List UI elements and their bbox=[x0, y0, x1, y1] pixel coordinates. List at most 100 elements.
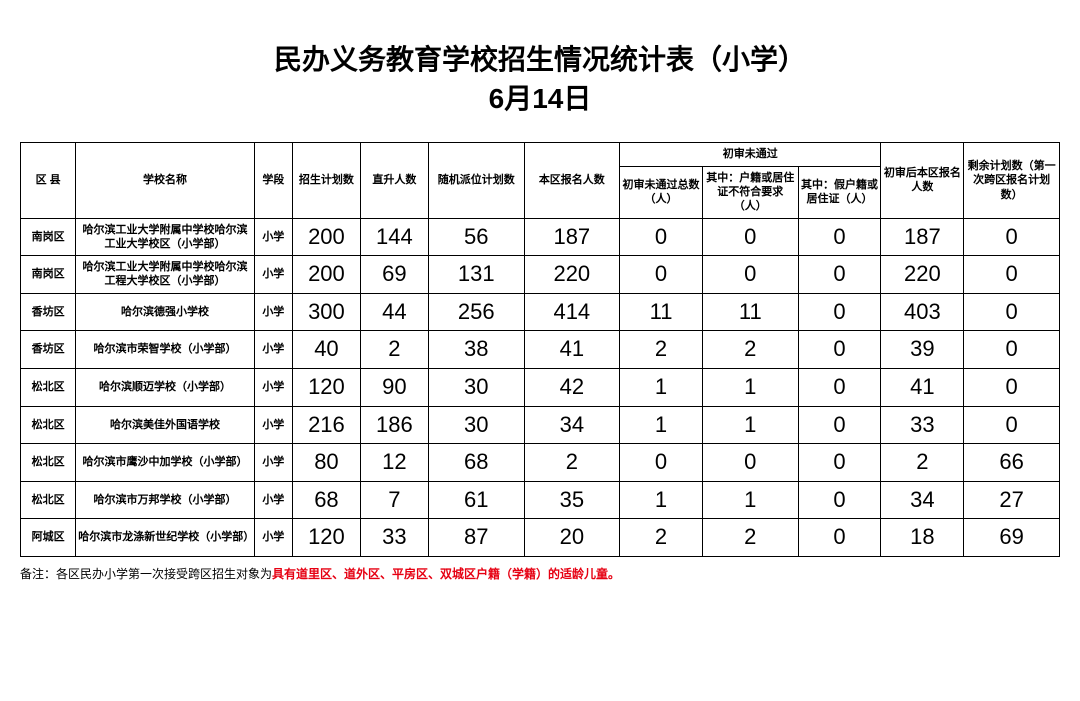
cell-direct: 12 bbox=[360, 444, 428, 482]
cell-plan: 216 bbox=[292, 406, 360, 444]
title-line1: 民办义务教育学校招生情况统计表（小学） bbox=[20, 40, 1060, 79]
cell-fail_total: 1 bbox=[620, 406, 703, 444]
page-title: 民办义务教育学校招生情况统计表（小学） 6月14日 bbox=[20, 40, 1060, 118]
cell-stage: 小学 bbox=[254, 331, 292, 369]
cell-fail_total: 0 bbox=[620, 444, 703, 482]
header-row-1: 区 县 学校名称 学段 招生计划数 直升人数 随机派位计划数 本区报名人数 初审… bbox=[21, 143, 1060, 166]
cell-plan: 120 bbox=[292, 519, 360, 557]
th-fail-total: 初审未通过总数（人） bbox=[620, 166, 703, 218]
cell-direct: 7 bbox=[360, 481, 428, 519]
cell-direct: 44 bbox=[360, 293, 428, 331]
cell-fail_fake: 0 bbox=[798, 256, 881, 294]
cell-fail_fake: 0 bbox=[798, 481, 881, 519]
cell-school: 哈尔滨市万邦学校（小学部） bbox=[76, 481, 254, 519]
th-random: 随机派位计划数 bbox=[428, 143, 524, 218]
th-local: 本区报名人数 bbox=[524, 143, 620, 218]
th-after: 初审后本区报名人数 bbox=[881, 143, 964, 218]
cell-remain: 0 bbox=[964, 368, 1060, 406]
table-container: 区 县 学校名称 学段 招生计划数 直升人数 随机派位计划数 本区报名人数 初审… bbox=[20, 142, 1060, 557]
cell-after: 39 bbox=[881, 331, 964, 369]
table-row: 南岗区哈尔滨工业大学附属中学校哈尔滨工程大学校区（小学部）小学200691312… bbox=[21, 256, 1060, 294]
table-row: 阿城区哈尔滨市龙涤新世纪学校（小学部）小学1203387202201869 bbox=[21, 519, 1060, 557]
th-fail-hukou: 其中：户籍或居住证不符合要求（人） bbox=[702, 166, 798, 218]
table-row: 香坊区哈尔滨德强小学校小学30044256414111104030 bbox=[21, 293, 1060, 331]
cell-district: 松北区 bbox=[21, 368, 76, 406]
cell-local: 2 bbox=[524, 444, 620, 482]
cell-stage: 小学 bbox=[254, 218, 292, 256]
cell-fail_total: 2 bbox=[620, 519, 703, 557]
cell-stage: 小学 bbox=[254, 444, 292, 482]
cell-after: 18 bbox=[881, 519, 964, 557]
cell-local: 42 bbox=[524, 368, 620, 406]
cell-random: 30 bbox=[428, 368, 524, 406]
cell-local: 41 bbox=[524, 331, 620, 369]
cell-after: 187 bbox=[881, 218, 964, 256]
cell-direct: 144 bbox=[360, 218, 428, 256]
cell-district: 香坊区 bbox=[21, 331, 76, 369]
cell-fail_hukou: 11 bbox=[702, 293, 798, 331]
cell-school: 哈尔滨市龙涤新世纪学校（小学部） bbox=[76, 519, 254, 557]
cell-district: 香坊区 bbox=[21, 293, 76, 331]
footnote: 备注：各区民办小学第一次接受跨区招生对象为具有道里区、道外区、平房区、双城区户籍… bbox=[20, 565, 1060, 582]
cell-remain: 66 bbox=[964, 444, 1060, 482]
th-fail-fake: 其中：假户籍或居住证（人） bbox=[798, 166, 881, 218]
cell-random: 131 bbox=[428, 256, 524, 294]
enrollment-table: 区 县 学校名称 学段 招生计划数 直升人数 随机派位计划数 本区报名人数 初审… bbox=[20, 142, 1060, 557]
cell-fail_hukou: 0 bbox=[702, 444, 798, 482]
cell-stage: 小学 bbox=[254, 368, 292, 406]
cell-direct: 33 bbox=[360, 519, 428, 557]
cell-remain: 27 bbox=[964, 481, 1060, 519]
cell-stage: 小学 bbox=[254, 519, 292, 557]
cell-stage: 小学 bbox=[254, 481, 292, 519]
table-row: 松北区哈尔滨美佳外国语学校小学2161863034110330 bbox=[21, 406, 1060, 444]
cell-fail_hukou: 1 bbox=[702, 481, 798, 519]
cell-random: 56 bbox=[428, 218, 524, 256]
cell-school: 哈尔滨顺迈学校（小学部） bbox=[76, 368, 254, 406]
cell-school: 哈尔滨市鹰沙中加学校（小学部） bbox=[76, 444, 254, 482]
th-fail-group: 初审未通过 bbox=[620, 143, 881, 166]
cell-remain: 0 bbox=[964, 331, 1060, 369]
cell-fail_hukou: 1 bbox=[702, 368, 798, 406]
th-plan: 招生计划数 bbox=[292, 143, 360, 218]
cell-remain: 0 bbox=[964, 256, 1060, 294]
cell-fail_hukou: 2 bbox=[702, 519, 798, 557]
cell-school: 哈尔滨德强小学校 bbox=[76, 293, 254, 331]
cell-plan: 300 bbox=[292, 293, 360, 331]
th-direct: 直升人数 bbox=[360, 143, 428, 218]
cell-plan: 80 bbox=[292, 444, 360, 482]
cell-fail_hukou: 2 bbox=[702, 331, 798, 369]
table-row: 松北区哈尔滨市万邦学校（小学部）小学68761351103427 bbox=[21, 481, 1060, 519]
cell-fail_fake: 0 bbox=[798, 293, 881, 331]
footnote-prefix: 备注：各区民办小学第一次接受跨区招生对象为 bbox=[20, 567, 272, 581]
cell-fail_fake: 0 bbox=[798, 406, 881, 444]
cell-fail_hukou: 0 bbox=[702, 256, 798, 294]
cell-local: 187 bbox=[524, 218, 620, 256]
cell-stage: 小学 bbox=[254, 293, 292, 331]
cell-district: 松北区 bbox=[21, 406, 76, 444]
cell-school: 哈尔滨美佳外国语学校 bbox=[76, 406, 254, 444]
cell-fail_total: 1 bbox=[620, 368, 703, 406]
cell-district: 阿城区 bbox=[21, 519, 76, 557]
cell-fail_total: 0 bbox=[620, 218, 703, 256]
cell-stage: 小学 bbox=[254, 256, 292, 294]
cell-after: 2 bbox=[881, 444, 964, 482]
cell-after: 403 bbox=[881, 293, 964, 331]
cell-local: 414 bbox=[524, 293, 620, 331]
cell-plan: 120 bbox=[292, 368, 360, 406]
cell-local: 220 bbox=[524, 256, 620, 294]
cell-after: 34 bbox=[881, 481, 964, 519]
cell-random: 256 bbox=[428, 293, 524, 331]
cell-plan: 68 bbox=[292, 481, 360, 519]
title-line2: 6月14日 bbox=[20, 79, 1060, 118]
cell-direct: 186 bbox=[360, 406, 428, 444]
cell-direct: 2 bbox=[360, 331, 428, 369]
table-row: 松北区哈尔滨市鹰沙中加学校（小学部）小学8012682000266 bbox=[21, 444, 1060, 482]
table-row: 南岗区哈尔滨工业大学附属中学校哈尔滨工业大学校区（小学部）小学200144561… bbox=[21, 218, 1060, 256]
cell-random: 68 bbox=[428, 444, 524, 482]
cell-after: 220 bbox=[881, 256, 964, 294]
cell-school: 哈尔滨市荣智学校（小学部） bbox=[76, 331, 254, 369]
th-remain: 剩余计划数（第一次跨区报名计划数） bbox=[964, 143, 1060, 218]
cell-after: 33 bbox=[881, 406, 964, 444]
cell-district: 南岗区 bbox=[21, 256, 76, 294]
footnote-highlight: 具有道里区、道外区、平房区、双城区户籍（学籍）的适龄儿童。 bbox=[272, 567, 620, 581]
